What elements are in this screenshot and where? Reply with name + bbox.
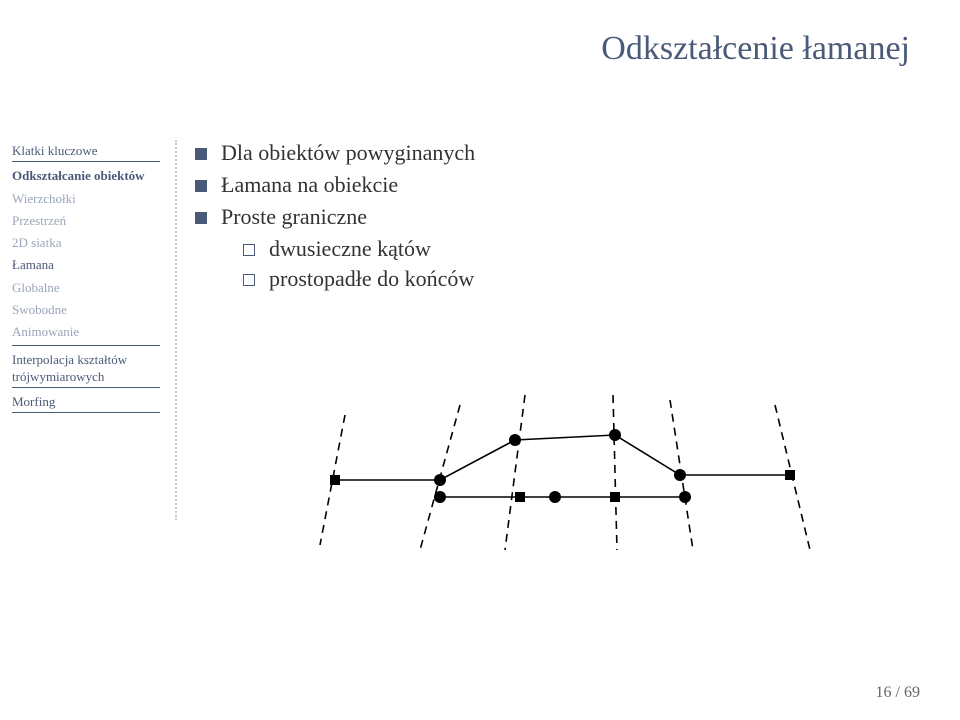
- bullet-marker-icon: [195, 180, 207, 192]
- sidebar-item-odksztalcanie[interactable]: Odkształcanie obiektów: [12, 165, 160, 187]
- sidebar-item-klatki[interactable]: Klatki kluczowe: [12, 140, 160, 162]
- page-number: 16 / 69: [876, 684, 920, 702]
- bullet-3: Proste graniczne: [195, 204, 915, 230]
- sub-bullet-2-text: prostopadłe do końców: [269, 266, 474, 292]
- slide-title: Odkształcenie łamanej: [601, 30, 910, 68]
- sidebar: Klatki kluczowe Odkształcanie obiektów W…: [12, 140, 160, 416]
- sidebar-item-animowanie[interactable]: Animowanie: [12, 321, 160, 343]
- sub-bullet-1: dwusieczne kątów: [243, 236, 915, 262]
- sidebar-item-2dsiatka[interactable]: 2D siatka: [12, 232, 160, 254]
- sub-bullet-1-text: dwusieczne kątów: [269, 236, 431, 262]
- sidebar-item-swobodne[interactable]: Swobodne: [12, 299, 160, 321]
- sidebar-item-przestrzen[interactable]: Przestrzeń: [12, 210, 160, 232]
- bullet-2: Łamana na obiekcie: [195, 172, 915, 198]
- page-total: 69: [904, 684, 920, 701]
- sub-bullet-marker-icon: [243, 244, 255, 256]
- sidebar-item-wierzcholki[interactable]: Wierzchołki: [12, 188, 160, 210]
- sidebar-item-globalne[interactable]: Globalne: [12, 277, 160, 299]
- sidebar-item-interpolacja[interactable]: Interpolacja kształtów trójwymiarowych: [12, 349, 160, 388]
- bullet-1: Dla obiektów powyginanych: [195, 140, 915, 166]
- bullet-2-text: Łamana na obiekcie: [221, 172, 398, 198]
- bullet-1-text: Dla obiektów powyginanych: [221, 140, 475, 166]
- divider: [175, 140, 177, 520]
- bullet-marker-icon: [195, 148, 207, 160]
- bullet-3-text: Proste graniczne: [221, 204, 367, 230]
- figure-diagram: [310, 355, 830, 595]
- content: Dla obiektów powyginanych Łamana na obie…: [195, 140, 915, 296]
- sidebar-item-lamana[interactable]: Łamana: [12, 254, 160, 276]
- bullet-marker-icon: [195, 212, 207, 224]
- page-current: 16: [876, 684, 892, 701]
- sidebar-item-morfing[interactable]: Morfing: [12, 391, 160, 413]
- sub-bullet-marker-icon: [243, 274, 255, 286]
- sub-bullet-2: prostopadłe do końców: [243, 266, 915, 292]
